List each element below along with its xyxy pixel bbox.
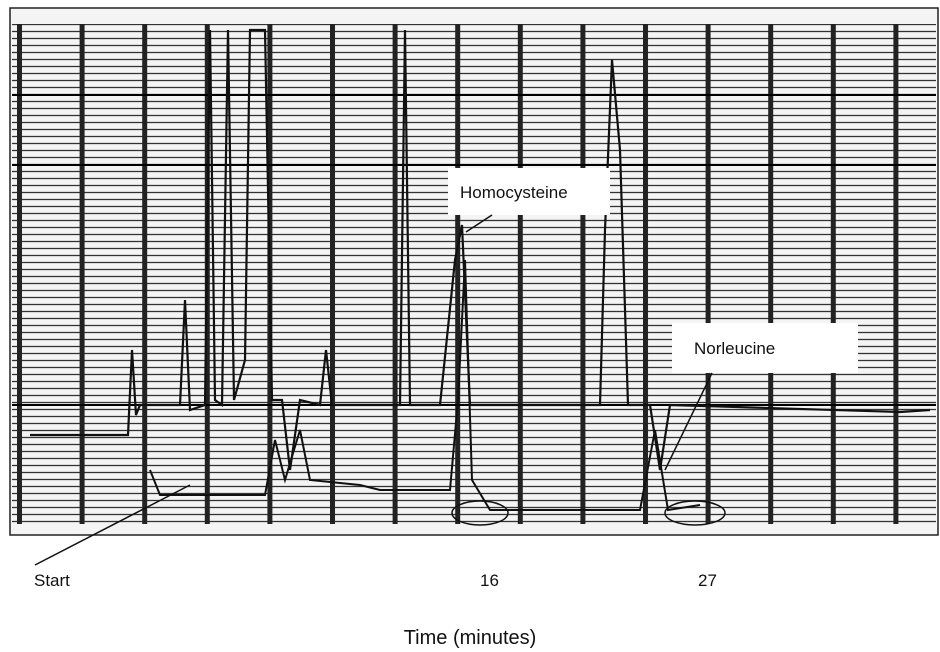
start-label: Start bbox=[34, 571, 70, 590]
annotation-label: Norleucine bbox=[694, 339, 775, 358]
annotation-box bbox=[448, 168, 610, 215]
vertical-grid bbox=[12, 24, 936, 524]
time-mark: 16 bbox=[480, 571, 499, 590]
time-mark: 27 bbox=[698, 571, 717, 590]
peak-circle bbox=[451, 500, 509, 526]
annotation-arrow bbox=[465, 214, 493, 233]
trace bbox=[30, 28, 931, 471]
chart-paper bbox=[9, 7, 939, 536]
annotation-arrow bbox=[664, 372, 713, 471]
annotation-box bbox=[672, 323, 858, 373]
peak-circle bbox=[664, 500, 726, 526]
trace-secondary bbox=[149, 259, 701, 512]
axis-title: Time (minutes) bbox=[404, 627, 537, 649]
annotation-label: Homocysteine bbox=[460, 183, 568, 202]
start-arrow bbox=[34, 484, 191, 566]
